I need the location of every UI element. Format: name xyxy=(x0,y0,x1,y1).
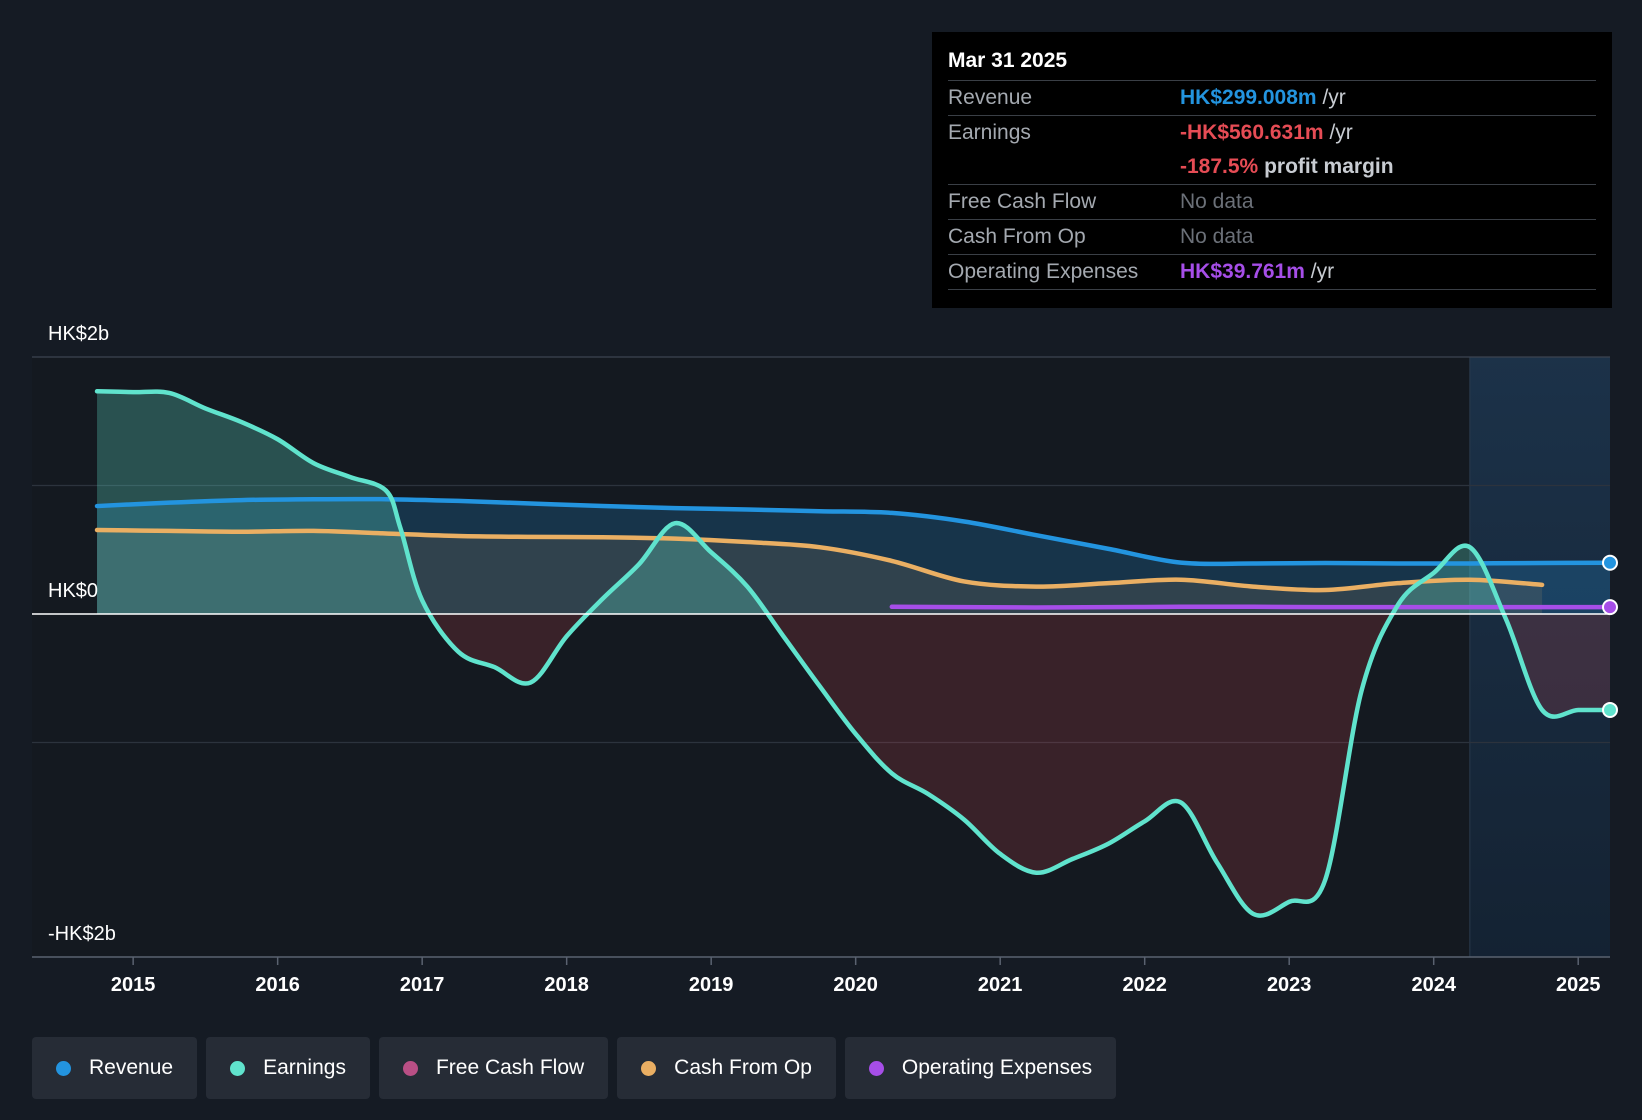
tooltip-row-earnings: Earnings -HK$560.631m /yr -187.5% profit… xyxy=(948,116,1596,185)
plot-area xyxy=(32,357,1610,957)
tooltip-label: Cash From Op xyxy=(948,225,1086,248)
earnings-area-negative xyxy=(97,614,1610,916)
tooltip-label: Operating Expenses xyxy=(948,260,1139,283)
x-tick-label: 2018 xyxy=(544,974,589,996)
earnings-area-positive xyxy=(97,391,1610,614)
cfo-value: No data xyxy=(1180,225,1254,248)
opex-unit: /yr xyxy=(1310,260,1335,283)
x-tick-label: 2016 xyxy=(255,974,300,996)
revenue-unit: /yr xyxy=(1322,86,1346,109)
legend-item-earnings[interactable]: Earnings xyxy=(206,1037,370,1099)
series-lines xyxy=(94,389,1613,918)
x-tick-label: 2023 xyxy=(1267,974,1312,996)
x-tick-label: 2015 xyxy=(111,974,156,996)
legend-item-free-cash-flow[interactable]: Free Cash Flow xyxy=(378,1037,609,1099)
revenue-value: HK$299.008m xyxy=(1180,86,1317,109)
earnings-line xyxy=(94,389,1613,918)
y-label-zero: HK$0 xyxy=(48,580,98,602)
revenue-line xyxy=(94,496,1613,567)
gridlines xyxy=(32,356,1610,744)
legend-dot-icon xyxy=(230,1060,246,1076)
legend-dot-icon xyxy=(56,1060,71,1076)
earnings-value: -HK$560.631m xyxy=(1180,121,1324,144)
earnings-end-marker[interactable] xyxy=(1602,701,1618,718)
legend-item-revenue[interactable]: Revenue xyxy=(32,1037,198,1099)
tooltip-value: -HK$560.631m /yr -187.5% profit margin xyxy=(1180,116,1394,184)
legend-dot-icon xyxy=(402,1060,418,1076)
tooltip-date: Mar 31 2025 xyxy=(948,46,1596,81)
x-tick-label: 2017 xyxy=(400,974,445,996)
legend-dot-icon xyxy=(868,1060,884,1076)
x-tick-label: 2022 xyxy=(1122,974,1167,996)
tooltip-row-opex: Operating Expenses HK$39.761m /yr xyxy=(948,255,1596,290)
x-tick-label: 2025 xyxy=(1556,974,1601,996)
profit-margin-value: -187.5% xyxy=(1180,155,1259,178)
forecast-region xyxy=(1469,357,1610,957)
y-label-top: HK$2b xyxy=(48,323,109,345)
opex-line xyxy=(889,604,1613,610)
x-tick-label: 2019 xyxy=(689,974,734,996)
y-label-bottom: -HK$2b xyxy=(48,923,116,945)
tooltip-label: Revenue xyxy=(948,86,1033,109)
earnings-unit: /yr xyxy=(1329,121,1353,144)
x-axis: 2015 2016 2017 2018 2019 2020 2021 2022 2023 2024… xyxy=(111,957,1601,996)
legend-label: Cash From Op xyxy=(674,1056,812,1079)
tooltip-panel: Mar 31 2025 Revenue HK$299.008m /yr Earn… xyxy=(932,32,1612,308)
opex-end-marker[interactable] xyxy=(1602,599,1618,616)
tooltip-label: Earnings xyxy=(948,121,1031,144)
legend-dot-icon xyxy=(641,1060,657,1076)
x-tick-label: 2021 xyxy=(978,974,1023,996)
opex-value: HK$39.761m xyxy=(1180,260,1305,283)
fcf-value: No data xyxy=(1180,190,1254,213)
legend-label: Free Cash Flow xyxy=(435,1056,585,1079)
x-tick-label: 2020 xyxy=(833,974,878,996)
cfo-line xyxy=(94,527,1545,593)
end-markers xyxy=(1602,554,1618,718)
profit-margin-label: profit margin xyxy=(1264,155,1394,178)
legend-label: Earnings xyxy=(263,1056,346,1079)
revenue-end-marker[interactable] xyxy=(1602,554,1618,571)
tooltip-value: HK$299.008m /yr xyxy=(1180,81,1346,115)
legend-label: Revenue xyxy=(89,1056,174,1079)
legend: Revenue Earnings Free Cash Flow Cash Fro… xyxy=(32,1037,1117,1099)
legend-label: Operating Expenses xyxy=(901,1056,1093,1079)
cfo-area-positive xyxy=(97,530,1543,614)
tooltip-row-fcf: Free Cash Flow No data xyxy=(948,185,1596,220)
tooltip-row-revenue: Revenue HK$299.008m /yr xyxy=(948,81,1596,116)
legend-item-cash-from-op[interactable]: Cash From Op xyxy=(617,1037,836,1099)
tooltip-row-cfo: Cash From Op No data xyxy=(948,220,1596,255)
tooltip-value: HK$39.761m /yr xyxy=(1180,255,1334,289)
x-tick-label: 2024 xyxy=(1411,974,1456,996)
legend-item-operating-expenses[interactable]: Operating Expenses xyxy=(844,1037,1117,1099)
tooltip-label: Free Cash Flow xyxy=(948,190,1097,213)
